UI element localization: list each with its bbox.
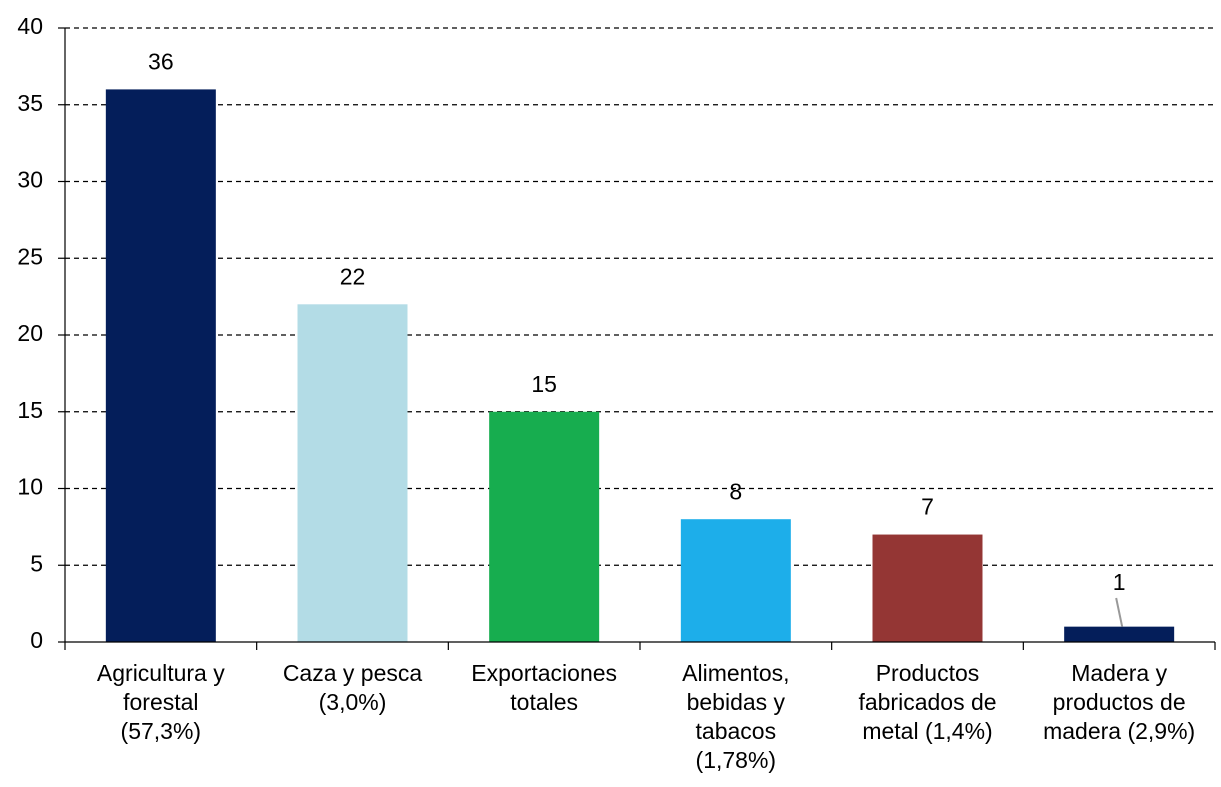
bar xyxy=(489,411,600,642)
value-label: 8 xyxy=(729,478,742,504)
y-tick-label: 35 xyxy=(17,90,43,116)
y-tick-label: 20 xyxy=(17,320,43,346)
x-tick-label: Exportaciones totales xyxy=(471,660,618,715)
y-tick-label: 30 xyxy=(17,167,43,193)
x-tick-label: Agricultura y forestal (57,3%) xyxy=(96,660,225,744)
x-tick-label: Madera y productos de madera (2,9%) xyxy=(1043,660,1196,744)
bar xyxy=(680,519,791,642)
y-tick-label: 40 xyxy=(17,13,43,39)
value-label: 1 xyxy=(1113,569,1126,595)
leader-line xyxy=(1115,597,1124,627)
bar xyxy=(105,89,216,642)
bar xyxy=(297,304,408,642)
x-tick-label: Alimentos, bebidas y tabacos (1,78%) xyxy=(682,660,790,773)
bar xyxy=(872,534,983,642)
value-label: 7 xyxy=(921,494,934,520)
y-tick-label: 0 xyxy=(30,627,43,653)
value-label: 15 xyxy=(531,371,557,397)
x-tick-label: Productos fabricados de metal (1,4%) xyxy=(858,660,997,744)
y-tick-label: 5 xyxy=(30,550,43,576)
x-tick-label: Caza y pesca (3,0%) xyxy=(282,660,423,715)
y-tick-label: 10 xyxy=(17,474,43,500)
value-label: 36 xyxy=(148,48,174,74)
bar xyxy=(1064,626,1175,642)
value-label: 22 xyxy=(340,263,366,289)
y-tick-label: 15 xyxy=(17,397,43,423)
y-tick-label: 25 xyxy=(17,243,43,269)
